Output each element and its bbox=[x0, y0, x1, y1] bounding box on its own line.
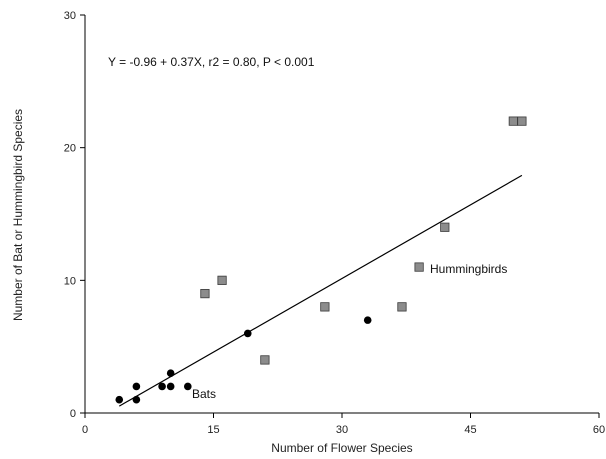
y-tick-label: 0 bbox=[70, 408, 76, 420]
data-points bbox=[115, 117, 526, 404]
y-tick-label: 10 bbox=[64, 275, 76, 287]
bats-point bbox=[115, 396, 123, 404]
y-axis-title: Number of Bat or Hummingbird Species bbox=[11, 109, 25, 321]
bats-point bbox=[167, 383, 175, 391]
bats-point bbox=[364, 316, 372, 324]
x-tick-label: 45 bbox=[464, 424, 476, 436]
x-tick-label: 15 bbox=[207, 424, 219, 436]
hummingbirds-point bbox=[398, 303, 406, 311]
bats-point bbox=[244, 330, 252, 338]
x-tick-label: 60 bbox=[593, 424, 605, 436]
bats-point bbox=[133, 396, 141, 404]
axes bbox=[85, 15, 599, 413]
bats-label: Bats bbox=[192, 387, 216, 401]
hummingbirds-point bbox=[321, 303, 329, 311]
regression bbox=[119, 175, 522, 406]
x-tick-label: 30 bbox=[336, 424, 348, 436]
bats-point bbox=[158, 383, 166, 391]
hummingbirds-point bbox=[201, 289, 209, 297]
hummingbirds-label: Hummingbirds bbox=[430, 262, 507, 276]
regression-equation: Y = -0.96 + 0.37X, r2 = 0.80, P < 0.001 bbox=[108, 55, 315, 69]
ticks: 0 15 30 45 60 0 10 20 30 bbox=[64, 10, 605, 436]
x-axis-title: Number of Flower Species bbox=[271, 441, 412, 455]
hummingbirds-point bbox=[218, 276, 226, 284]
hummingbirds-point bbox=[415, 263, 423, 271]
bats-point bbox=[184, 383, 192, 391]
hummingbirds-point bbox=[509, 117, 517, 125]
regression-line bbox=[119, 175, 522, 406]
y-tick-label: 30 bbox=[64, 10, 76, 22]
x-tick-label: 0 bbox=[82, 424, 88, 436]
hummingbirds-point bbox=[518, 117, 526, 125]
y-tick-label: 20 bbox=[64, 143, 76, 155]
bats-point bbox=[133, 383, 141, 391]
hummingbirds-point bbox=[261, 356, 269, 364]
bats-point bbox=[167, 369, 175, 377]
hummingbirds-point bbox=[441, 223, 449, 231]
